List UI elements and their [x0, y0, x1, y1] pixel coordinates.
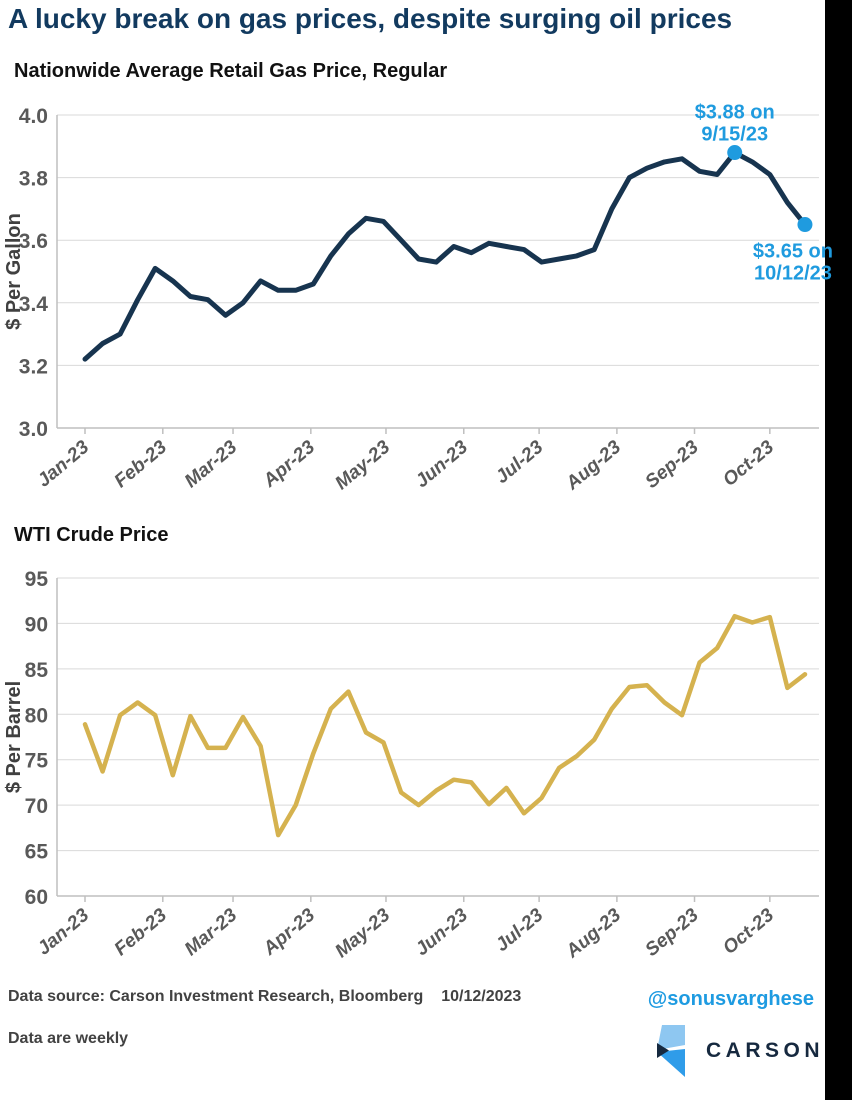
svg-text:Apr-23: Apr-23 [259, 904, 320, 960]
svg-text:95: 95 [25, 568, 49, 591]
wti-crude-line-chart: 60 65 70 75 80 85 90 95 Jan-23 Feb-23 Mar-23 Apr-23… [3, 568, 819, 963]
svg-text:75: 75 [25, 750, 49, 773]
svg-text:Mar-23: Mar-23 [181, 436, 242, 492]
svg-text:Mar-23: Mar-23 [181, 904, 242, 960]
svg-text:10/12/23: 10/12/23 [754, 263, 832, 285]
svg-text:Jun-23: Jun-23 [412, 904, 473, 960]
carson-wordmark: CARSON [706, 1039, 825, 1062]
svg-text:3.4: 3.4 [19, 293, 49, 316]
svg-text:May-23: May-23 [331, 436, 394, 494]
wti-chart-title: WTI Crude Price [14, 524, 169, 546]
svg-text:$ Per Gallon: $ Per Gallon [3, 213, 25, 330]
right-edge-strip [825, 0, 852, 1100]
svg-text:Sep-23: Sep-23 [641, 436, 703, 492]
svg-text:4.0: 4.0 [19, 105, 48, 128]
svg-text:Jul-23: Jul-23 [492, 436, 548, 488]
svg-text:May-23: May-23 [331, 904, 394, 962]
svg-text:Jan-23: Jan-23 [34, 436, 94, 491]
svg-text:Jun-23: Jun-23 [412, 436, 473, 492]
svg-text:90: 90 [25, 613, 48, 636]
svg-text:Sep-23: Sep-23 [641, 904, 703, 960]
svg-text:Oct-23: Oct-23 [719, 904, 778, 958]
svg-text:9/15/23: 9/15/23 [701, 124, 768, 146]
carson-logo-mark-icon [657, 1025, 685, 1077]
as-of-date: 10/12/2023 [441, 988, 522, 1005]
svg-text:3.6: 3.6 [19, 230, 48, 253]
svg-text:Apr-23: Apr-23 [259, 436, 320, 492]
svg-text:70: 70 [25, 795, 48, 818]
svg-text:65: 65 [25, 841, 49, 864]
svg-text:3.2: 3.2 [19, 355, 48, 378]
gas-chart-title: Nationwide Average Retail Gas Price, Reg… [14, 60, 448, 82]
svg-text:60: 60 [25, 886, 48, 909]
svg-text:Feb-23: Feb-23 [111, 436, 172, 492]
svg-text:$ Per Barrel: $ Per Barrel [3, 681, 25, 793]
svg-text:Feb-23: Feb-23 [111, 904, 172, 960]
data-source-text: Data source: Carson Investment Research,… [8, 988, 424, 1005]
data-frequency-note: Data are weekly [8, 1030, 129, 1047]
svg-text:3.8: 3.8 [19, 168, 49, 191]
svg-text:$3.65 on: $3.65 on [753, 241, 833, 263]
svg-text:3.0: 3.0 [19, 418, 48, 441]
svg-text:Oct-23: Oct-23 [719, 436, 778, 490]
carson-logo: CARSON [650, 1024, 824, 1078]
svg-text:Jul-23: Jul-23 [492, 904, 548, 956]
page-title: A lucky break on gas prices, despite sur… [8, 3, 733, 34]
gas-price-line-chart: 3.0 3.2 3.4 3.6 3.8 4.0 Jan-23 Feb-23 Mar-23 Apr-… [3, 102, 833, 495]
svg-text:Jan-23: Jan-23 [34, 904, 94, 959]
social-handle: @sonusvarghese [647, 988, 814, 1010]
svg-text:Aug-23: Aug-23 [562, 904, 626, 962]
svg-text:$3.88 on: $3.88 on [695, 102, 775, 124]
svg-text:80: 80 [25, 704, 48, 727]
svg-text:85: 85 [25, 659, 49, 682]
data-source-line: Data source: Carson Investment Research,… [8, 988, 521, 1006]
svg-text:Aug-23: Aug-23 [562, 436, 626, 494]
